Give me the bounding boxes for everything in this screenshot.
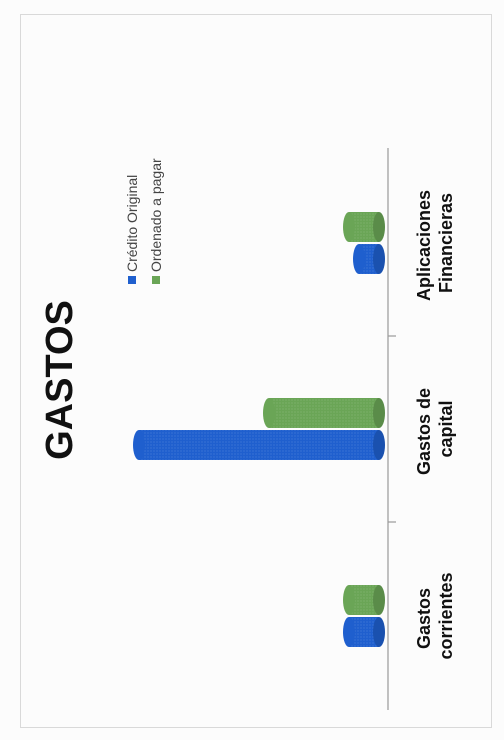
bar-base-cap: [373, 398, 385, 428]
bar-top-cap: [343, 212, 355, 242]
category-label-line: Financieras: [436, 193, 456, 293]
bar-top-cap: [133, 430, 145, 460]
bar-base-cap: [373, 585, 385, 615]
category-label-line: Gastos: [414, 588, 434, 649]
category-label-gastos-corrientes: Gastos corrientes: [414, 572, 456, 659]
bar-texture: [269, 398, 379, 428]
bar-base-cap: [373, 617, 385, 647]
category-label-line: corrientes: [436, 572, 456, 659]
bar-top-cap: [343, 617, 355, 647]
chart-title: GASTOS: [39, 300, 81, 460]
bar-base-cap: [373, 244, 385, 274]
bar-top-cap: [353, 244, 365, 274]
category-label-line: Gastos de: [414, 388, 434, 475]
bar-ordenado-a-pagar-1: [263, 398, 385, 428]
bar-ordenado-a-pagar-0: [343, 585, 385, 615]
bar-top-cap: [263, 398, 275, 428]
bar-credito-original-1: [133, 430, 385, 460]
page-frame: [20, 14, 492, 728]
bar-base-cap: [373, 430, 385, 460]
legend: Crédito Original Ordenado a pagar: [124, 158, 164, 284]
bar-credito-original-0: [343, 617, 385, 647]
bar-top-cap: [343, 585, 355, 615]
category-label-gastos-de-capital: Gastos de capital: [414, 383, 456, 475]
legend-label-ordenado: Ordenado a pagar: [148, 158, 164, 272]
bar-texture: [139, 430, 379, 460]
bar-credito-original-2: [353, 244, 385, 274]
bars-group: [133, 212, 385, 647]
category-label-aplicaciones-financieras: Aplicaciones Financieras: [414, 185, 456, 301]
bar-base-cap: [373, 212, 385, 242]
bar-ordenado-a-pagar-2: [343, 212, 385, 242]
category-label-line: capital: [436, 400, 456, 457]
legend-label-credito: Crédito Original: [124, 175, 140, 272]
category-label-line: Aplicaciones: [414, 190, 434, 301]
legend-swatch-ordenado: [152, 276, 160, 284]
legend-swatch-credito: [128, 276, 136, 284]
